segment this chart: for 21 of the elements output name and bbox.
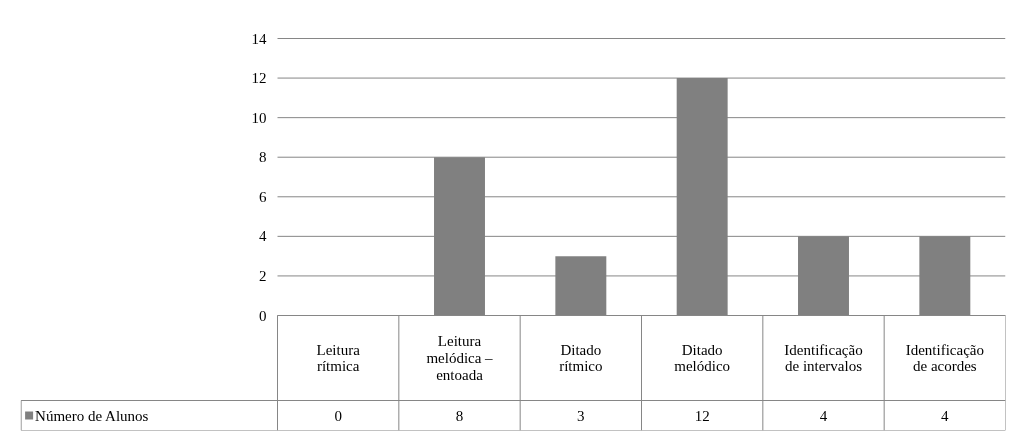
- y-tick-label: 6: [259, 188, 267, 205]
- x-tick-label: Ditado melódico: [674, 341, 731, 375]
- y-tick-label: 4: [259, 228, 267, 245]
- x-tick-label: Leitura melódica – entoada: [426, 333, 494, 383]
- y-tick-label: 14: [251, 30, 267, 47]
- data-label: 4: [819, 407, 828, 424]
- y-tick-label: 12: [251, 70, 267, 87]
- x-tick-label: Ditado rítmico: [559, 341, 603, 375]
- y-tick-label: 10: [251, 109, 267, 126]
- y-tick-label: 0: [259, 307, 267, 324]
- y-tick-label: 8: [259, 149, 267, 166]
- data-label: 12: [694, 407, 710, 424]
- data-label: 4: [941, 407, 950, 424]
- legend-label: Número de Alunos: [35, 407, 149, 424]
- data-label: 3: [577, 407, 585, 424]
- x-tick-label: Identificação de acordes: [905, 341, 984, 375]
- x-tick-label: Leitura rítmica: [316, 341, 361, 375]
- data-label: 0: [334, 407, 342, 424]
- x-tick-label: Identificação de intervalos: [784, 341, 863, 375]
- data-label: 8: [455, 407, 464, 424]
- y-tick-label: 2: [259, 267, 267, 284]
